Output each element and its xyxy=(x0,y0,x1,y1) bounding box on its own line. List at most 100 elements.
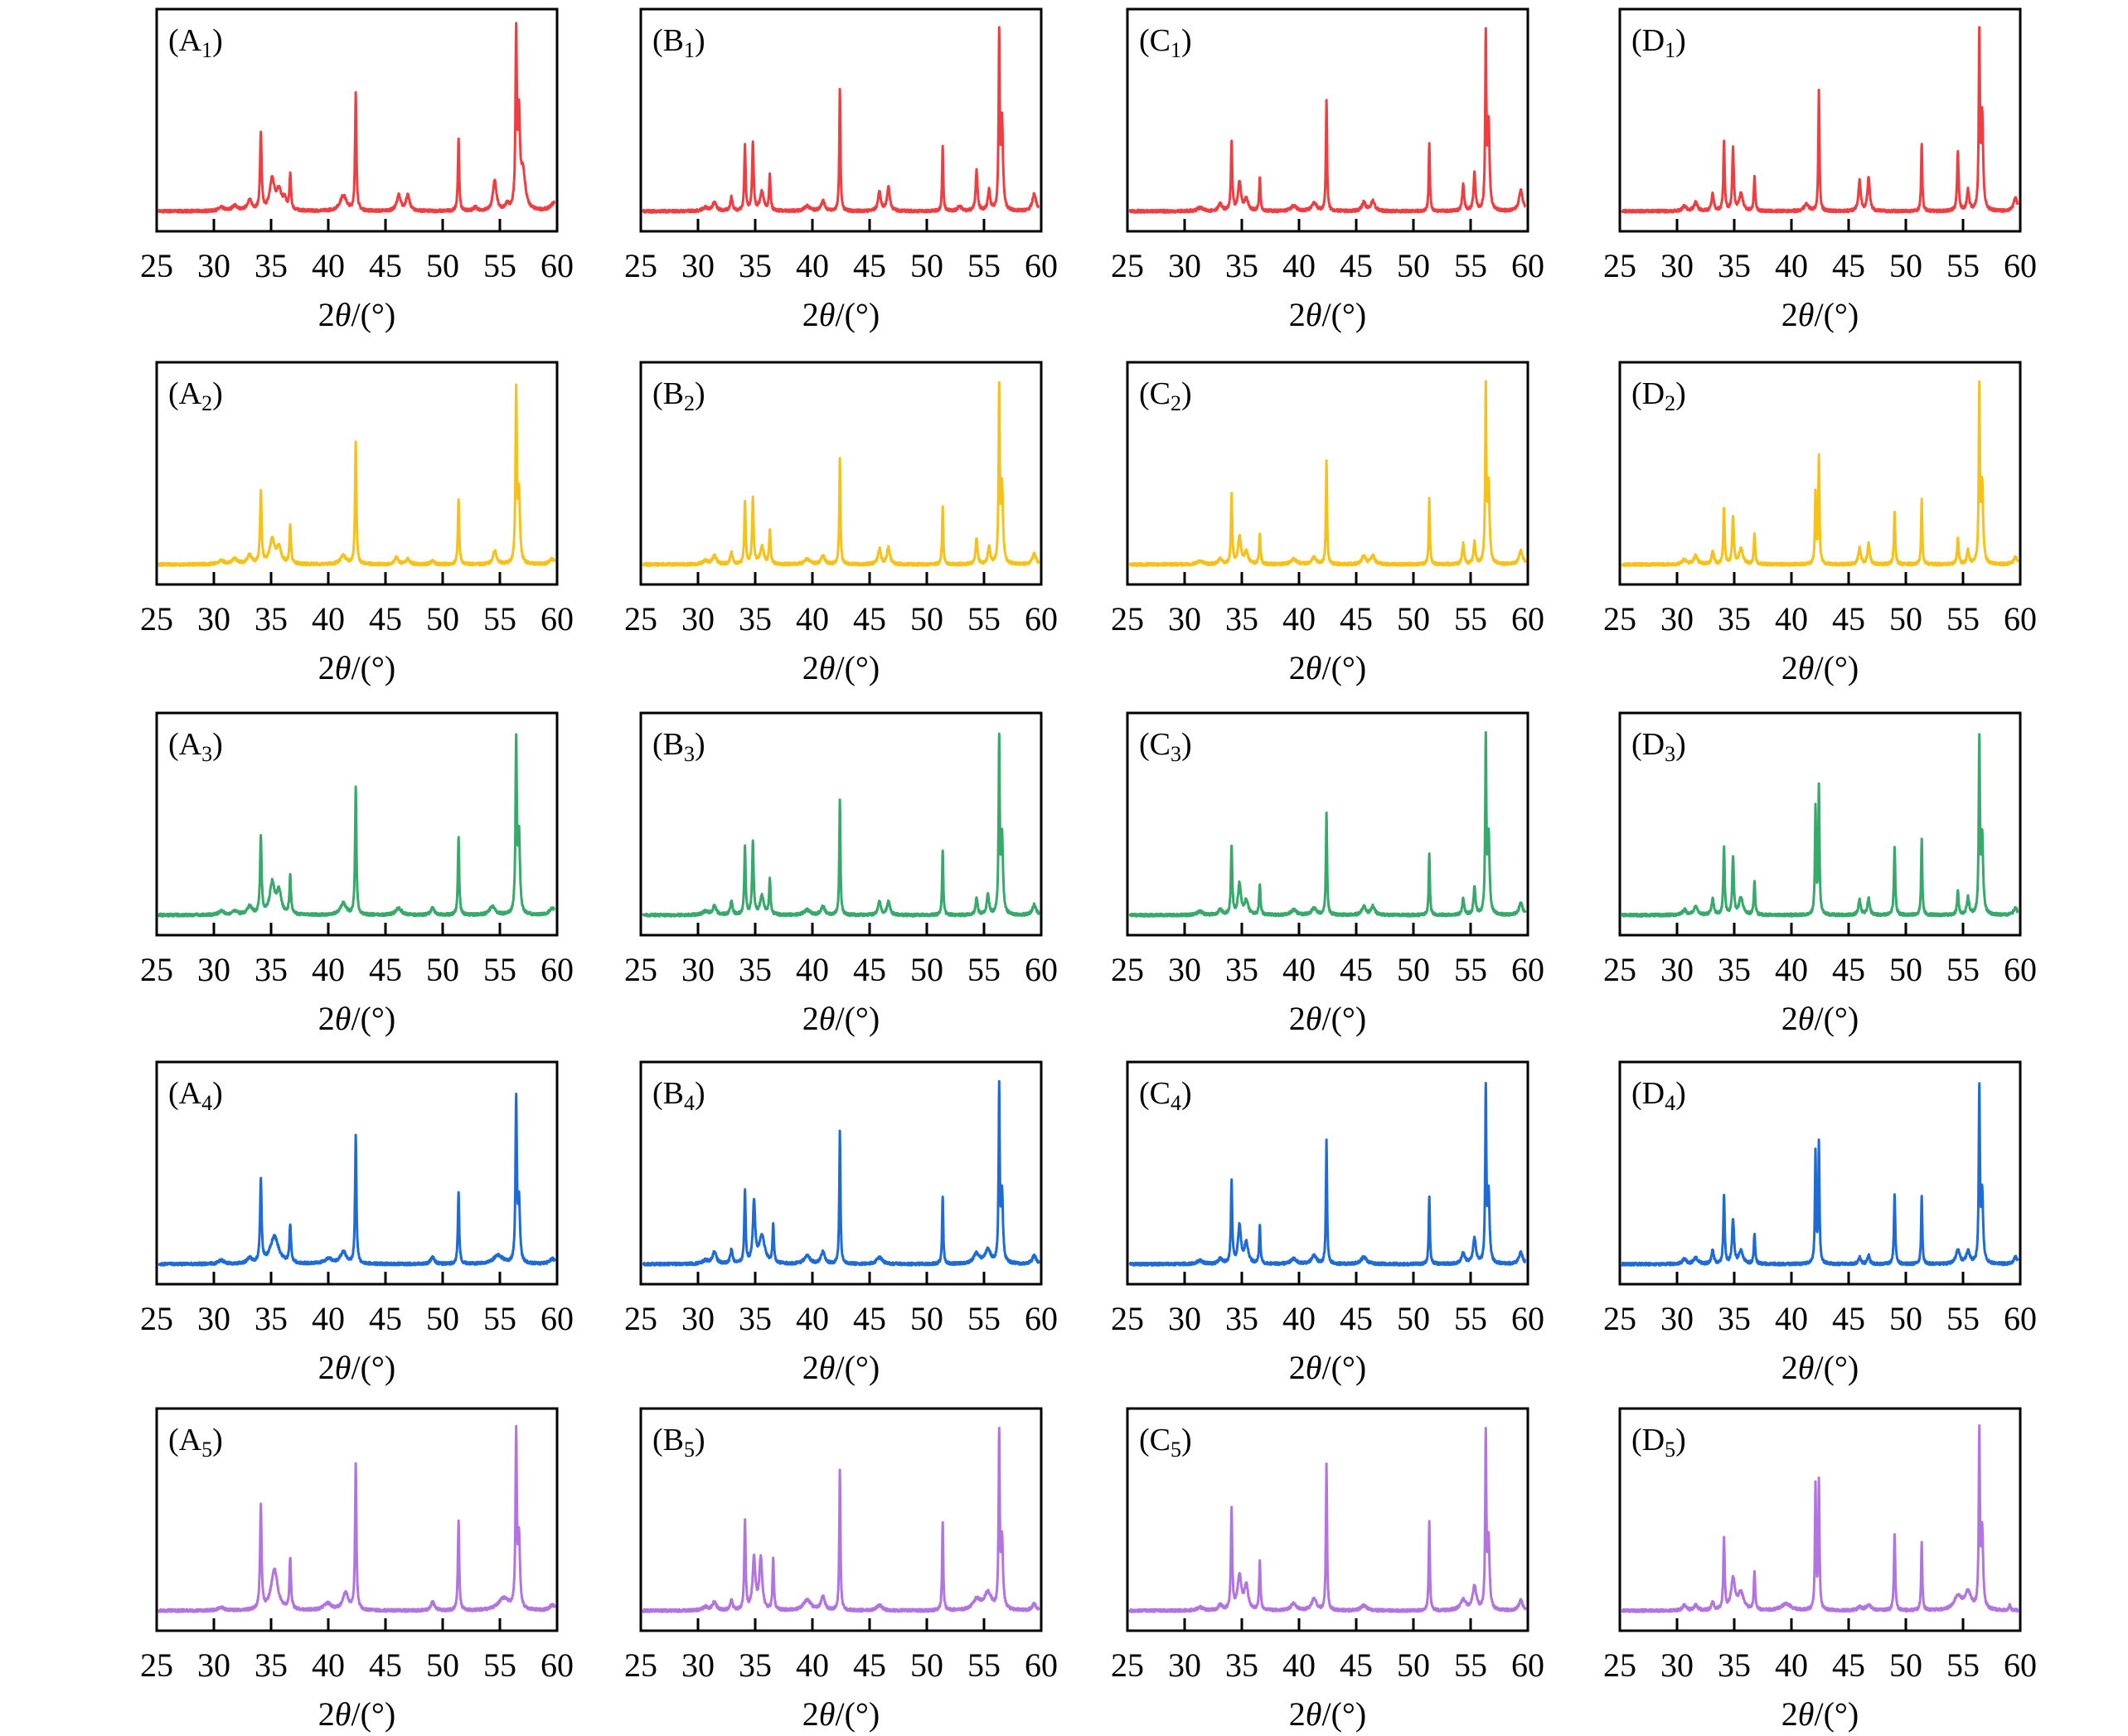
x-axis-label: 2θ/(°) xyxy=(802,1695,880,1733)
panel-B1: 25 30 35 40 45 50 55 60 2θ/(°) (B1) xyxy=(624,7,1058,333)
x-tick-label: 55 xyxy=(483,247,516,284)
x-tick-label: 30 xyxy=(1168,1646,1201,1684)
x-tick-label: 55 xyxy=(483,1646,516,1684)
plot-frame xyxy=(1126,361,1529,586)
x-tick-label: 60 xyxy=(1511,951,1544,988)
panel-label: (C4) xyxy=(1139,1076,1192,1115)
x-tick-label: 45 xyxy=(853,600,886,638)
x-tick-label: 40 xyxy=(796,951,829,988)
xrd-pattern-line xyxy=(642,1427,1040,1613)
panel-B3: 25 30 35 40 45 50 55 60 2θ/(°) (B3) xyxy=(624,711,1058,1037)
x-tick-label: 35 xyxy=(254,247,288,284)
x-tick-label: 55 xyxy=(1454,951,1487,988)
panel-D3: 25 30 35 40 45 50 55 60 2θ/(°) (D3) xyxy=(1603,711,2037,1037)
x-tick-label: 40 xyxy=(1282,1646,1316,1684)
x-tick-label: 45 xyxy=(1340,1300,1373,1337)
x-tick-label: 30 xyxy=(1168,600,1201,638)
x-axis-label: 2θ/(°) xyxy=(1781,649,1859,686)
x-tick-label: 25 xyxy=(1111,1646,1144,1684)
panel-D1: 25 30 35 40 45 50 55 60 2θ/(°) (D1) xyxy=(1603,7,2037,333)
x-tick-label: 45 xyxy=(1832,600,1865,638)
x-tick-label: 30 xyxy=(197,247,230,284)
x-tick-label: 55 xyxy=(967,600,1001,638)
x-tick-label: 25 xyxy=(624,247,657,284)
xrd-pattern-line xyxy=(642,381,1040,567)
plot-frame xyxy=(155,711,559,937)
xrd-pattern-line xyxy=(1621,733,2019,918)
xrd-pattern-line xyxy=(1621,26,2019,214)
x-tick-label: 60 xyxy=(1025,600,1058,638)
x-tick-label: 55 xyxy=(1454,247,1487,284)
x-tick-label: 60 xyxy=(1025,951,1058,988)
x-tick-label: 25 xyxy=(1603,1646,1636,1684)
x-tick-label: 35 xyxy=(1718,1646,1751,1684)
x-tick-label: 45 xyxy=(1340,1646,1373,1684)
x-tick-label: 55 xyxy=(1946,951,1980,988)
x-tick-label: 30 xyxy=(1660,951,1694,988)
panel-label: (D2) xyxy=(1631,376,1686,415)
x-tick-label: 45 xyxy=(369,247,402,284)
x-tick-label: 55 xyxy=(1946,1646,1980,1684)
x-axis-label: 2θ/(°) xyxy=(1781,1000,1859,1037)
x-tick-label: 35 xyxy=(1225,247,1258,284)
x-tick-label: 35 xyxy=(1718,247,1751,284)
xrd-pattern-line xyxy=(1128,380,1527,567)
x-tick-label: 35 xyxy=(739,600,772,638)
panel-label: (D3) xyxy=(1631,727,1686,766)
x-tick-label: 25 xyxy=(140,1646,173,1684)
x-tick-label: 35 xyxy=(1718,600,1751,638)
x-tick-label: 40 xyxy=(796,1646,829,1684)
x-tick-label: 45 xyxy=(369,951,402,988)
x-tick-label: 50 xyxy=(426,247,459,284)
panel-label: (C5) xyxy=(1139,1423,1192,1462)
xrd-pattern-line xyxy=(1128,27,1527,214)
x-axis-label: 2θ/(°) xyxy=(318,1349,395,1386)
xrd-pattern-line xyxy=(1621,1082,2019,1267)
x-tick-label: 50 xyxy=(1397,600,1430,638)
panel-label: (C1) xyxy=(1139,23,1192,62)
panel-A4: 25 30 35 40 45 50 55 60 2θ/(°) (A4) xyxy=(140,1060,574,1386)
x-axis-label: 2θ/(°) xyxy=(1289,1349,1366,1386)
x-tick-label: 35 xyxy=(739,951,772,988)
x-tick-label: 35 xyxy=(739,1646,772,1684)
plot-frame xyxy=(1618,1060,2022,1286)
x-tick-label: 55 xyxy=(1946,247,1980,284)
xrd-pattern-line xyxy=(642,1079,1040,1267)
x-tick-label: 35 xyxy=(254,951,288,988)
x-tick-label: 55 xyxy=(967,951,1001,988)
plot-frame xyxy=(639,711,1043,937)
plot-frame xyxy=(639,1407,1043,1632)
x-tick-label: 60 xyxy=(2004,951,2037,988)
panel-B2: 25 30 35 40 45 50 55 60 2θ/(°) (B2) xyxy=(624,361,1058,686)
x-tick-label: 40 xyxy=(1775,247,1808,284)
x-tick-label: 25 xyxy=(624,951,657,988)
x-tick-label: 55 xyxy=(1946,600,1980,638)
xrd-pattern-line xyxy=(158,733,556,918)
panel-C3: 25 30 35 40 45 50 55 60 2θ/(°) (C3) xyxy=(1111,711,1544,1037)
x-tick-label: 25 xyxy=(624,1646,657,1684)
xrd-pattern-line xyxy=(158,383,556,567)
x-tick-label: 50 xyxy=(910,951,943,988)
x-tick-label: 50 xyxy=(1889,1646,1922,1684)
x-tick-label: 35 xyxy=(1225,1646,1258,1684)
x-tick-label: 45 xyxy=(1340,247,1373,284)
x-tick-label: 55 xyxy=(967,1646,1001,1684)
x-axis-label: 2θ/(°) xyxy=(1289,649,1366,686)
x-tick-label: 30 xyxy=(197,600,230,638)
x-axis-label: 2θ/(°) xyxy=(1289,296,1366,333)
x-axis-label: 2θ/(°) xyxy=(802,1349,880,1386)
x-tick-label: 45 xyxy=(1340,600,1373,638)
panel-label: (B1) xyxy=(652,23,705,62)
x-tick-label: 55 xyxy=(1454,1300,1487,1337)
panel-label: (B4) xyxy=(652,1076,705,1115)
xrd-pattern-line xyxy=(1128,1082,1527,1267)
x-tick-label: 30 xyxy=(681,1300,715,1337)
panel-A1: 25 30 35 40 45 50 55 60 2θ/(°) (A1) xyxy=(140,7,574,333)
panel-D5: 25 30 35 40 45 50 55 60 2θ/(°) (D5) xyxy=(1603,1407,2037,1733)
x-tick-label: 40 xyxy=(1775,1300,1808,1337)
plot-frame xyxy=(155,1407,559,1632)
x-tick-label: 25 xyxy=(1603,951,1636,988)
x-tick-label: 40 xyxy=(1775,1646,1808,1684)
xrd-pattern-line xyxy=(1621,380,2019,567)
x-tick-label: 25 xyxy=(140,1300,173,1337)
